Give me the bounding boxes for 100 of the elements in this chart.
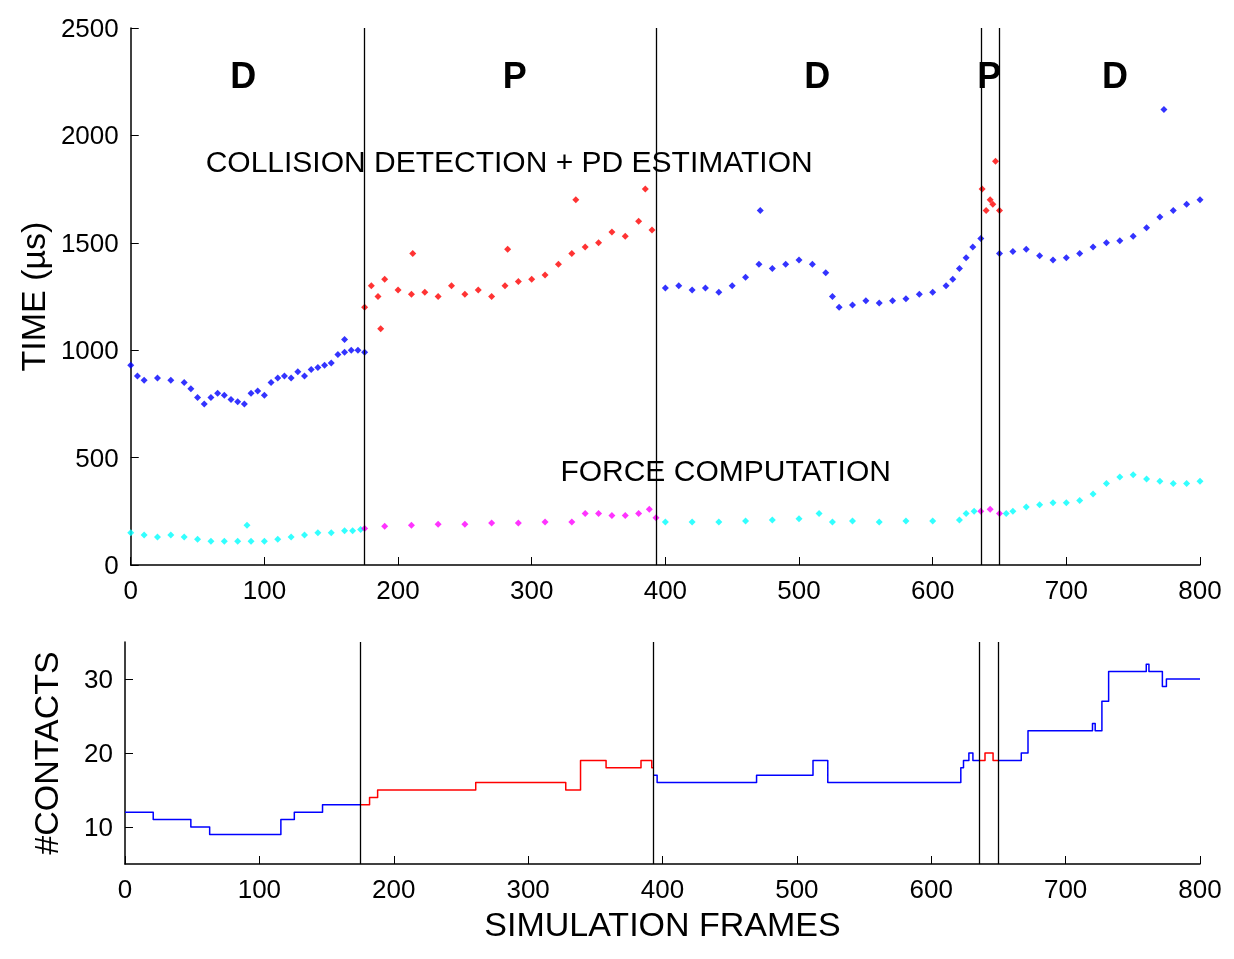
point xyxy=(1116,473,1124,481)
y-tick-label: 10 xyxy=(84,812,113,842)
point xyxy=(962,509,970,517)
point xyxy=(194,535,202,543)
point xyxy=(528,275,536,283)
point xyxy=(982,207,990,215)
point xyxy=(407,290,415,298)
point xyxy=(504,245,512,253)
point xyxy=(300,531,308,539)
point xyxy=(1156,477,1164,485)
point xyxy=(568,250,576,258)
point xyxy=(635,217,643,225)
y-tick-label: 1500 xyxy=(60,227,119,258)
point xyxy=(1129,471,1137,479)
point xyxy=(572,196,580,204)
x-tick-label: 200 xyxy=(372,874,416,904)
point xyxy=(381,522,389,530)
point xyxy=(409,250,417,258)
point xyxy=(180,533,188,541)
point xyxy=(1102,479,1110,487)
point xyxy=(955,516,963,524)
point xyxy=(848,517,856,525)
point xyxy=(220,537,228,545)
x-tick-label: 300 xyxy=(510,575,554,605)
point xyxy=(341,527,349,535)
point xyxy=(1009,507,1017,515)
point xyxy=(1022,503,1030,511)
point xyxy=(474,286,482,294)
point xyxy=(992,157,999,165)
point xyxy=(488,293,496,300)
point xyxy=(448,282,456,290)
y-tick-label: 2500 xyxy=(60,13,119,43)
point xyxy=(554,260,562,268)
point xyxy=(167,531,175,539)
point xyxy=(641,185,649,193)
point xyxy=(986,505,994,513)
point xyxy=(989,200,997,208)
point xyxy=(1062,499,1070,507)
x-axis-title: SIMULATION FRAMES xyxy=(484,904,841,943)
y-tick-label: 1000 xyxy=(60,335,119,366)
point xyxy=(661,518,669,526)
annotation: D xyxy=(1102,54,1129,96)
x-tick-label: 600 xyxy=(910,575,955,605)
point xyxy=(381,275,389,283)
x-tick-label: 700 xyxy=(1044,575,1089,605)
x-tick-label: 800 xyxy=(1178,575,1222,605)
point xyxy=(1089,490,1097,498)
point xyxy=(287,533,295,541)
annotation: D xyxy=(230,54,257,96)
point xyxy=(621,232,629,240)
point xyxy=(648,226,656,234)
point xyxy=(1143,475,1151,483)
point xyxy=(394,286,402,294)
point xyxy=(327,529,335,537)
point xyxy=(501,282,509,290)
y-axis-title: TIME (µs) xyxy=(14,221,52,372)
point xyxy=(1036,501,1044,509)
point xyxy=(875,518,883,526)
x-tick-label: 800 xyxy=(1178,874,1222,904)
point xyxy=(1076,497,1084,505)
x-tick-label: 200 xyxy=(376,575,420,605)
point xyxy=(815,509,823,517)
point xyxy=(274,535,282,543)
x-tick-label: 600 xyxy=(909,874,953,904)
x-tick-label: 500 xyxy=(777,575,821,605)
point xyxy=(140,531,148,539)
x-tick-label: 500 xyxy=(775,874,819,904)
point xyxy=(234,537,242,545)
point xyxy=(645,505,653,513)
y-tick-label: 20 xyxy=(84,738,113,768)
point xyxy=(260,537,268,545)
annotation: P xyxy=(502,54,527,96)
point xyxy=(581,243,589,251)
point xyxy=(153,533,161,541)
point xyxy=(514,277,522,285)
point xyxy=(828,518,836,526)
y-tick-label: 500 xyxy=(75,442,119,473)
point xyxy=(541,271,549,279)
point xyxy=(595,509,603,517)
point xyxy=(608,512,616,520)
point xyxy=(715,518,723,526)
x-tick-label: 100 xyxy=(242,575,287,605)
point xyxy=(541,518,549,526)
point xyxy=(127,529,135,537)
point xyxy=(986,196,994,204)
x-tick-label: 400 xyxy=(640,874,685,904)
point xyxy=(688,518,696,526)
point xyxy=(1169,479,1177,487)
point xyxy=(434,520,442,528)
point xyxy=(349,527,357,535)
point xyxy=(902,517,910,525)
point xyxy=(421,288,429,296)
point xyxy=(635,509,643,517)
point xyxy=(742,517,750,525)
point xyxy=(247,537,255,545)
point xyxy=(795,515,803,523)
point xyxy=(407,521,415,529)
point xyxy=(929,517,937,525)
point xyxy=(377,325,385,333)
x-tick-label: 0 xyxy=(123,575,138,605)
